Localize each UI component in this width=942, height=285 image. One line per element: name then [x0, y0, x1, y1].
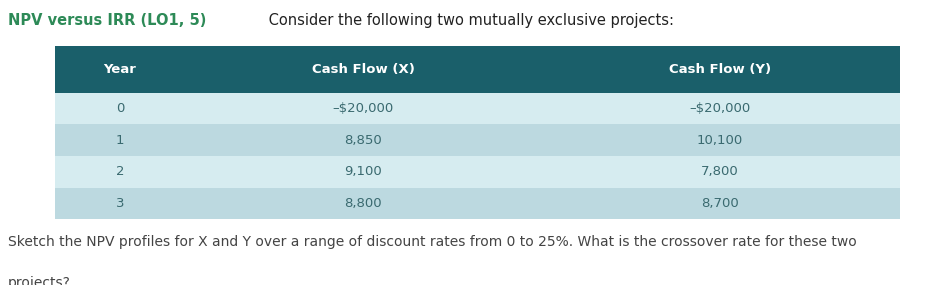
Text: Year: Year [104, 63, 137, 76]
Text: 8,700: 8,700 [701, 197, 739, 210]
Bar [55, 93, 900, 124]
Bar [55, 46, 900, 93]
Text: –$20,000: –$20,000 [690, 102, 751, 115]
Text: Cash Flow (X): Cash Flow (X) [312, 63, 414, 76]
Text: 3: 3 [116, 197, 124, 210]
Text: 1: 1 [116, 134, 124, 147]
Text: projects?: projects? [8, 276, 71, 285]
Text: 8,850: 8,850 [344, 134, 382, 147]
Text: –$20,000: –$20,000 [333, 102, 394, 115]
Text: 0: 0 [116, 102, 124, 115]
Text: Sketch the NPV profiles for X and Y over a range of discount rates from 0 to 25%: Sketch the NPV profiles for X and Y over… [8, 235, 856, 249]
Bar [55, 156, 900, 188]
Text: 2: 2 [116, 165, 124, 178]
Text: 10,100: 10,100 [697, 134, 743, 147]
Text: Cash Flow (Y): Cash Flow (Y) [669, 63, 771, 76]
Text: 8,800: 8,800 [344, 197, 382, 210]
Bar [55, 188, 900, 219]
Text: NPV versus IRR (LO1, 5): NPV versus IRR (LO1, 5) [8, 13, 206, 28]
Bar [55, 124, 900, 156]
Text: 9,100: 9,100 [344, 165, 382, 178]
Text: Consider the following two mutually exclusive projects:: Consider the following two mutually excl… [264, 13, 674, 28]
Text: 7,800: 7,800 [701, 165, 739, 178]
